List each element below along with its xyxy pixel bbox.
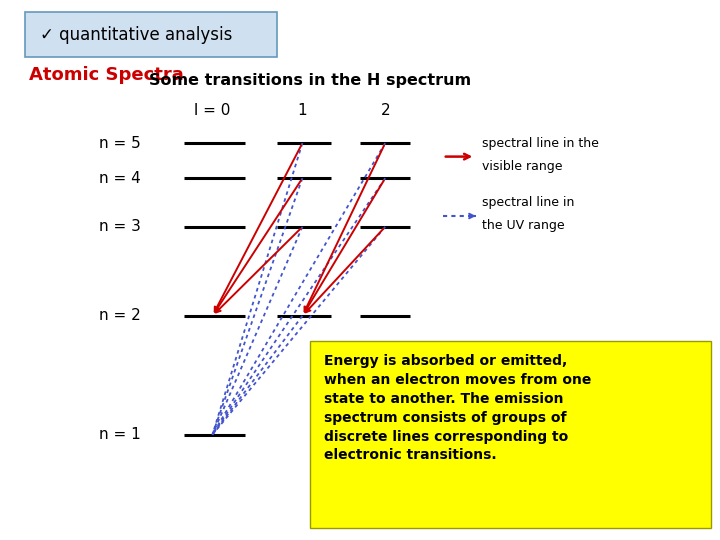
Text: Atomic Spectra: Atomic Spectra <box>29 65 184 84</box>
Text: l = 0: l = 0 <box>194 103 230 118</box>
Text: ✓ quantitative analysis: ✓ quantitative analysis <box>40 25 232 44</box>
Text: n = 2: n = 2 <box>99 308 140 323</box>
Text: spectral line in: spectral line in <box>482 196 575 209</box>
Text: n = 3: n = 3 <box>99 219 140 234</box>
Text: spectral line in the: spectral line in the <box>482 137 599 150</box>
Text: visible range: visible range <box>482 160 563 173</box>
Text: Energy is absorbed or emitted,
when an electron moves from one
state to another.: Energy is absorbed or emitted, when an e… <box>324 354 591 462</box>
Text: n = 5: n = 5 <box>99 136 140 151</box>
Text: Some transitions in the H spectrum: Some transitions in the H spectrum <box>148 73 471 89</box>
Text: n = 1: n = 1 <box>99 427 140 442</box>
Text: n = 4: n = 4 <box>99 171 140 186</box>
FancyBboxPatch shape <box>25 12 277 57</box>
Text: 2: 2 <box>380 103 390 118</box>
Text: 1: 1 <box>297 103 307 118</box>
Text: the UV range: the UV range <box>482 219 565 232</box>
FancyBboxPatch shape <box>310 341 711 528</box>
